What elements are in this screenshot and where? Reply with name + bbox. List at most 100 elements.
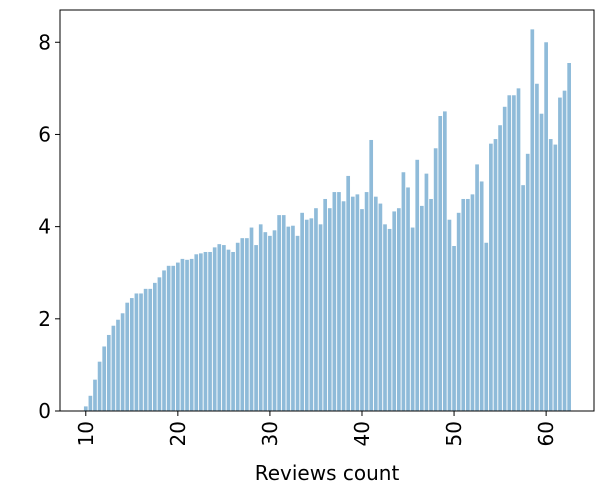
- x-tick-label: 10: [74, 421, 98, 446]
- bar: [337, 192, 341, 411]
- bar: [93, 379, 97, 411]
- bar: [327, 208, 332, 411]
- x-tick-label: 60: [534, 421, 558, 446]
- bar: [461, 198, 466, 411]
- bar: [143, 288, 148, 411]
- bar: [231, 251, 235, 411]
- bar: [452, 245, 456, 411]
- y-tick-label: 6: [38, 122, 51, 146]
- bar: [129, 298, 134, 411]
- bar: [249, 227, 254, 411]
- bar: [484, 242, 489, 411]
- bar: [162, 270, 166, 411]
- bar: [258, 224, 263, 411]
- bar: [369, 139, 374, 411]
- bar: [323, 198, 327, 411]
- bar: [383, 224, 387, 411]
- bar: [332, 192, 337, 411]
- x-tick-label: 30: [258, 421, 282, 446]
- bar: [466, 198, 470, 411]
- bar: [562, 90, 567, 411]
- bar: [364, 192, 369, 411]
- bar: [346, 175, 351, 411]
- bar: [281, 215, 286, 411]
- bar: [516, 88, 521, 411]
- bar: [88, 395, 93, 411]
- bar: [415, 159, 420, 411]
- bar: [134, 293, 139, 411]
- y-tick-label: 8: [38, 30, 51, 54]
- bar: [300, 212, 304, 411]
- x-axis-label: Reviews count: [255, 461, 400, 485]
- bar: [406, 187, 410, 411]
- y-tick-label: 2: [38, 307, 51, 331]
- bar: [396, 208, 401, 411]
- bar: [245, 238, 249, 411]
- bar: [530, 29, 535, 412]
- bar: [97, 361, 102, 411]
- bar: [392, 211, 397, 411]
- bar: [139, 293, 143, 411]
- bar: [318, 224, 323, 411]
- bar: [263, 232, 268, 411]
- bar: [438, 116, 443, 411]
- bar: [489, 143, 493, 411]
- bar: [355, 194, 360, 411]
- bar: [194, 254, 199, 411]
- bar: [268, 235, 272, 411]
- bar: [212, 247, 217, 411]
- bar: [512, 95, 516, 412]
- bar: [553, 144, 558, 411]
- bar: [498, 125, 502, 411]
- bar: [176, 262, 180, 411]
- bar: [171, 265, 176, 411]
- bar: [378, 203, 383, 411]
- bar: [157, 277, 162, 411]
- bar: [304, 219, 309, 411]
- bar: [433, 148, 438, 411]
- bar: [535, 83, 539, 411]
- bar: [226, 249, 231, 411]
- bar: [350, 196, 355, 411]
- bar: [548, 139, 553, 411]
- bar: [83, 406, 88, 411]
- bar: [106, 334, 111, 411]
- bar: [558, 97, 562, 412]
- bar: [203, 251, 208, 411]
- bar: [424, 173, 429, 411]
- bar: [387, 228, 392, 411]
- bar: [447, 219, 452, 411]
- bar: [470, 194, 475, 411]
- bar: [295, 235, 300, 411]
- y-tick-label: 0: [38, 399, 51, 423]
- bar: [360, 209, 364, 411]
- bar: [120, 313, 125, 411]
- bar: [479, 181, 484, 411]
- bar: [189, 258, 194, 411]
- bar: [521, 185, 525, 411]
- bar: [235, 242, 240, 411]
- bar: [544, 42, 548, 411]
- bar: [539, 113, 544, 411]
- bar: [116, 319, 120, 411]
- bar: [111, 325, 116, 411]
- bar: [254, 245, 258, 411]
- y-tick-label: 4: [38, 215, 51, 239]
- bar: [419, 205, 424, 411]
- x-tick-label: 50: [442, 421, 466, 446]
- bar: [217, 244, 222, 411]
- bar: [148, 288, 153, 411]
- bar: [475, 164, 479, 411]
- bar: [443, 111, 447, 412]
- bar: [493, 139, 498, 411]
- bar: [277, 215, 281, 411]
- bar: [429, 198, 433, 411]
- plot-frame: [59, 9, 595, 412]
- bar: [525, 153, 530, 412]
- bar: [341, 201, 346, 411]
- bar: [185, 259, 189, 411]
- bar: [314, 208, 318, 411]
- bar: [410, 227, 415, 411]
- bar: [401, 172, 406, 411]
